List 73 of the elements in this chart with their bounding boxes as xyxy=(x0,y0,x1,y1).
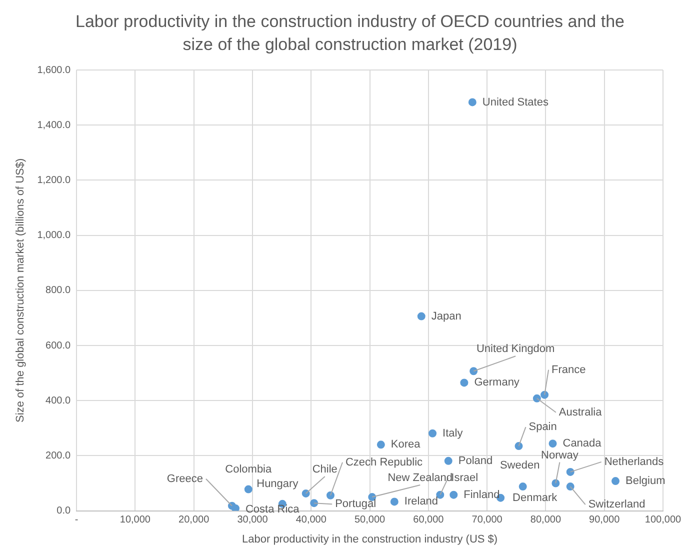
point xyxy=(244,485,252,494)
point xyxy=(540,390,549,399)
point xyxy=(376,440,385,449)
annotation: France xyxy=(552,364,586,376)
annotation: Israel xyxy=(451,472,478,484)
annotation: Colombia xyxy=(225,463,273,476)
annotation: Australia xyxy=(558,406,603,418)
annotation: Belgium xyxy=(626,475,666,488)
annotation: Hungary xyxy=(256,478,299,490)
point xyxy=(390,498,398,506)
point xyxy=(612,477,620,486)
x-tick-label: 70,000 xyxy=(472,514,503,526)
annotation: Netherlands xyxy=(604,456,664,468)
y-axis-title: Size of the global construction market (billions of US$) xyxy=(14,158,27,422)
annotation: Italy xyxy=(442,427,464,440)
y-tick-label: 800.0 xyxy=(46,285,71,296)
annotation: Costa Rica xyxy=(245,503,300,516)
annotation: Germany xyxy=(474,376,520,389)
x-tick-label: 20,000 xyxy=(178,514,210,526)
annotation: Greece xyxy=(166,472,203,485)
point xyxy=(436,490,444,499)
y-tick-label: 400.0 xyxy=(46,395,71,406)
annotation: Sweden xyxy=(500,460,540,472)
point xyxy=(532,394,541,402)
annotation: Japan xyxy=(431,310,462,322)
annotation: Switzerland xyxy=(588,498,646,511)
chart-title: Labor productivity in the construction industry of OECD countries and the size of the global construction market (2019) xyxy=(74,11,626,56)
y-tick-label: 1,600.0 xyxy=(37,64,71,76)
x-tick-label: 30,000 xyxy=(237,514,268,526)
x-tick-label: 40,000 xyxy=(296,514,327,526)
annotation: Ireland xyxy=(404,496,438,508)
point xyxy=(518,482,527,491)
annotation: Norway xyxy=(541,449,579,462)
x-tick-label: 90,000 xyxy=(589,514,620,526)
annotation: Finland xyxy=(464,488,500,501)
x-tick-label: 50,000 xyxy=(354,514,386,526)
point xyxy=(514,442,523,450)
point xyxy=(566,482,574,491)
point xyxy=(460,378,468,387)
annotation: Korea xyxy=(390,438,422,451)
annotation: New Zealand xyxy=(388,472,453,484)
annotation: Spain xyxy=(528,421,557,434)
annotation: Canada xyxy=(562,438,602,450)
x-tick-label: 10,000 xyxy=(120,514,151,526)
x-tick-label: 80,000 xyxy=(530,514,562,526)
point xyxy=(417,312,426,320)
point xyxy=(326,491,334,500)
annotation: United States xyxy=(482,96,549,108)
annotation: Portugal xyxy=(335,498,376,510)
point xyxy=(428,429,437,438)
y-tick-label: 0.0 xyxy=(56,506,71,517)
annotation: Poland xyxy=(458,454,493,467)
annotation: Denmark xyxy=(512,492,558,504)
annotation: United Kingdom xyxy=(476,343,555,356)
x-tick-label: 60,000 xyxy=(413,514,444,526)
y-tick-label: 600.0 xyxy=(46,340,71,352)
point xyxy=(450,490,458,499)
point xyxy=(231,504,240,511)
y-tick-label: 200.0 xyxy=(46,450,71,462)
y-tick-label: 1,400.0 xyxy=(37,120,71,131)
point xyxy=(548,440,557,448)
y-tick-label: 1,000.0 xyxy=(37,230,71,242)
point xyxy=(468,98,476,106)
x-tick-label: 100,000 xyxy=(644,514,682,526)
annotation: Czech Republic xyxy=(345,456,424,468)
x-axis-title: Labor productivity in the construction industry (US $) xyxy=(242,533,498,546)
y-tick-label: 1,200.0 xyxy=(37,174,71,186)
point xyxy=(470,367,478,376)
point xyxy=(310,499,318,508)
point xyxy=(444,456,452,465)
annotation: Chile xyxy=(312,463,338,476)
x-tick-label: - xyxy=(74,514,78,526)
point xyxy=(566,468,574,476)
